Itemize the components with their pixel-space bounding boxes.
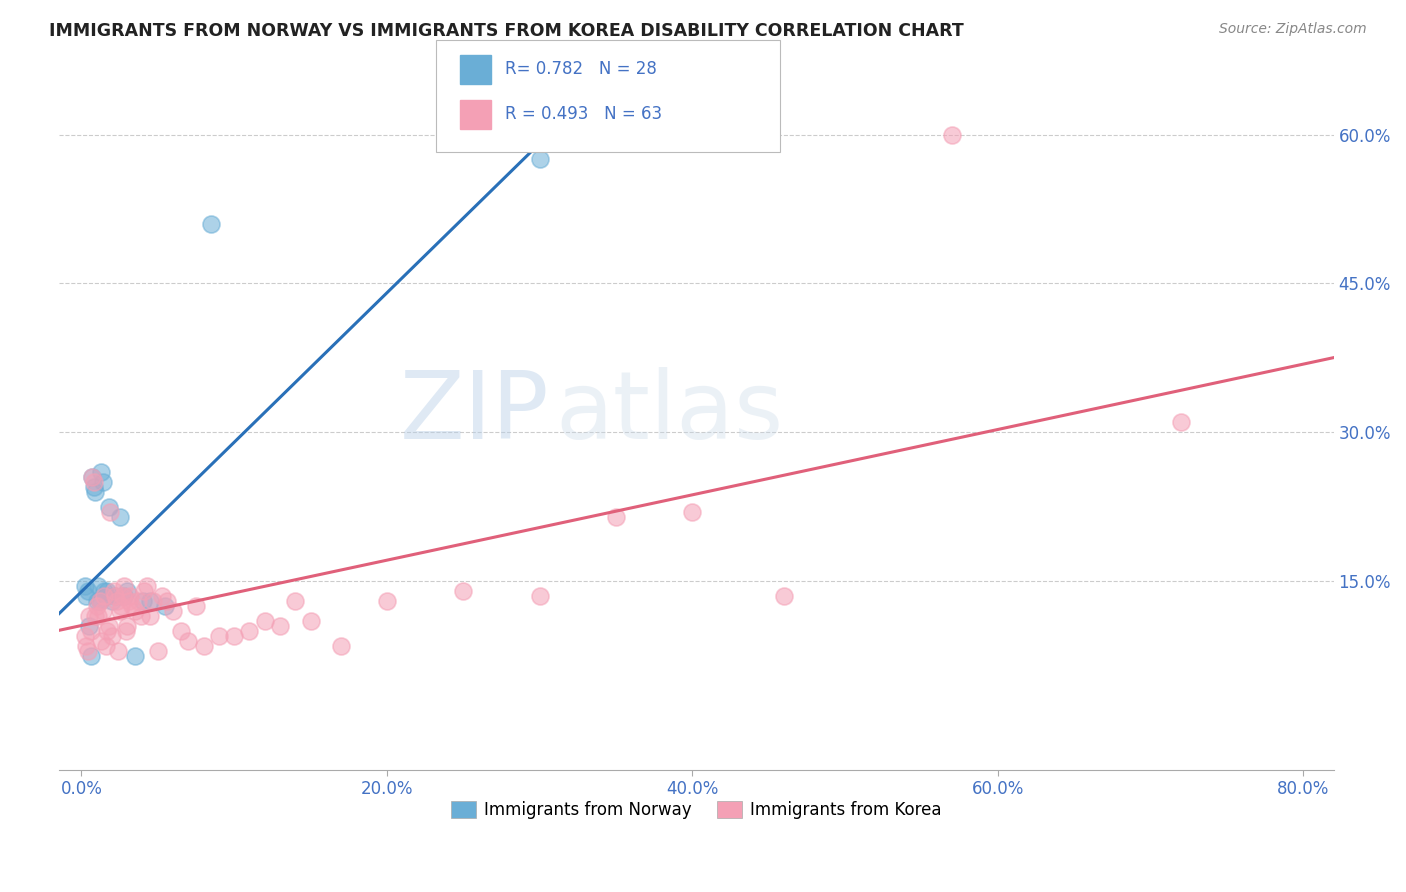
Text: IMMIGRANTS FROM NORWAY VS IMMIGRANTS FROM KOREA DISABILITY CORRELATION CHART: IMMIGRANTS FROM NORWAY VS IMMIGRANTS FRO…	[49, 22, 965, 40]
Point	[86, 594, 108, 608]
Point	[82, 470, 104, 484]
Point	[112, 589, 135, 603]
Point	[75, 589, 97, 603]
Point	[131, 594, 153, 608]
Point	[105, 594, 128, 608]
Point	[76, 644, 98, 658]
Point	[76, 584, 98, 599]
Point	[177, 634, 200, 648]
Point	[132, 584, 155, 599]
Point	[170, 624, 193, 638]
Point	[100, 505, 122, 519]
Point	[75, 639, 97, 653]
Point	[103, 584, 125, 599]
Point	[79, 648, 101, 663]
Point	[90, 465, 112, 479]
Point	[91, 604, 114, 618]
Point	[118, 594, 141, 608]
Point	[101, 594, 124, 608]
Point	[605, 509, 627, 524]
Point	[89, 594, 111, 608]
Point	[117, 584, 139, 599]
Point	[107, 644, 129, 658]
Point	[773, 589, 796, 603]
Point	[77, 609, 100, 624]
Point	[104, 589, 127, 603]
Text: R= 0.782   N = 28: R= 0.782 N = 28	[505, 61, 657, 78]
Point	[84, 485, 107, 500]
Point	[87, 579, 110, 593]
Point	[120, 589, 142, 603]
Point	[146, 644, 169, 658]
Point	[139, 594, 162, 608]
Point	[83, 480, 105, 494]
Text: ZIP: ZIP	[399, 367, 550, 458]
Legend: Immigrants from Norway, Immigrants from Korea: Immigrants from Norway, Immigrants from …	[444, 795, 948, 826]
Point	[114, 624, 136, 638]
Point	[110, 599, 132, 614]
Point	[87, 609, 110, 624]
Point	[91, 475, 114, 489]
Text: R = 0.493   N = 63: R = 0.493 N = 63	[505, 105, 662, 123]
Point	[375, 594, 398, 608]
Point	[193, 639, 215, 653]
Point	[97, 500, 120, 514]
Point	[299, 614, 322, 628]
Point	[96, 584, 118, 599]
Point	[117, 619, 139, 633]
Point	[108, 509, 131, 524]
Point	[94, 589, 117, 603]
Point	[136, 579, 159, 593]
Point	[96, 624, 118, 638]
Point	[82, 470, 104, 484]
Point	[941, 128, 963, 142]
Point	[681, 505, 703, 519]
Point	[121, 599, 143, 614]
Point	[93, 584, 115, 599]
Point	[224, 629, 246, 643]
Point	[330, 639, 353, 653]
Point	[93, 589, 115, 603]
Point	[162, 604, 184, 618]
Point	[101, 629, 124, 643]
Point	[284, 594, 307, 608]
Point	[156, 594, 179, 608]
Point	[112, 579, 135, 593]
Point	[97, 619, 120, 633]
Point	[104, 589, 127, 603]
Point	[124, 604, 146, 618]
Point	[90, 634, 112, 648]
Point	[124, 648, 146, 663]
Point	[129, 609, 152, 624]
Point	[86, 599, 108, 614]
Point	[111, 589, 134, 603]
Point	[139, 609, 162, 624]
Point	[200, 217, 222, 231]
Point	[83, 475, 105, 489]
Point	[79, 624, 101, 638]
Point	[529, 589, 551, 603]
Point	[238, 624, 260, 638]
Text: Source: ZipAtlas.com: Source: ZipAtlas.com	[1219, 22, 1367, 37]
Point	[184, 599, 207, 614]
Point	[155, 599, 177, 614]
Point	[89, 594, 111, 608]
Point	[73, 579, 96, 593]
Point	[451, 584, 474, 599]
Point	[253, 614, 276, 628]
Point	[94, 639, 117, 653]
Point	[150, 589, 173, 603]
Point	[208, 629, 231, 643]
Point	[529, 153, 551, 167]
Point	[73, 629, 96, 643]
Point	[77, 619, 100, 633]
Point	[1170, 416, 1192, 430]
Point	[108, 604, 131, 618]
Point	[127, 594, 149, 608]
Point	[269, 619, 291, 633]
Text: atlas: atlas	[555, 367, 785, 458]
Point	[142, 594, 165, 608]
Point	[84, 609, 107, 624]
